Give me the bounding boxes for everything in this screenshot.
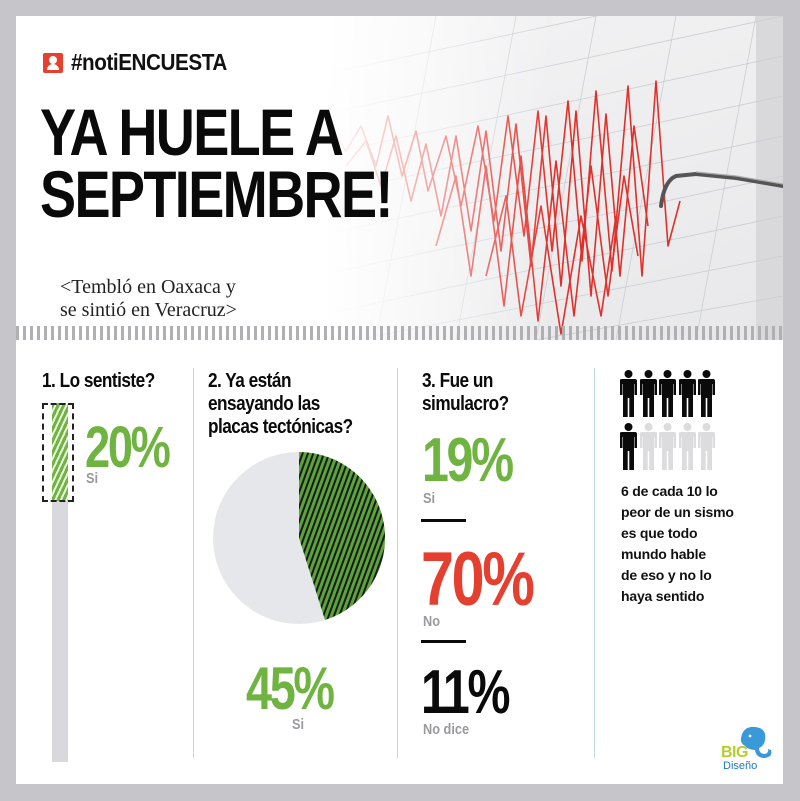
subtitle-line-2: se sintió en Veracruz> — [60, 299, 237, 321]
question-3-title: 3. Fue un simulacro? — [422, 370, 509, 416]
q2-title-line: placas tectónicas? — [208, 416, 353, 438]
q2-title-line: 2. Ya están — [208, 370, 291, 392]
fact-line: peor de un sismo — [621, 504, 734, 520]
fact-line: haya sentido — [621, 588, 705, 604]
column-divider — [594, 368, 595, 758]
bigdiseno-logo: BIG Diseño — [721, 724, 781, 774]
q3-si-label: Si — [423, 490, 436, 507]
bar-fill-si — [52, 403, 68, 501]
title-line-2: SEPTIEMBRE! — [40, 157, 393, 231]
pie-chart — [213, 451, 386, 624]
logo-sub: Diseño — [723, 760, 758, 772]
separator-line — [421, 519, 466, 522]
infographic-card: #notiENCUESTA YA HUELE A SEPTIEMBRE! <Te… — [16, 16, 783, 784]
bar-highlight-box — [42, 403, 74, 502]
q3-si-percent: 19% — [422, 426, 514, 495]
person-icon — [639, 423, 657, 470]
question-2-title: 2. Ya están ensayando las placas tectóni… — [208, 370, 353, 439]
fact-text: 6 de cada 10 lo peor de un sismo es que … — [621, 481, 734, 607]
fact-line: de eso y no lo — [621, 567, 712, 583]
fact-line: 6 de cada 10 lo — [621, 483, 718, 499]
q3-nodice-percent: 11% — [421, 658, 510, 727]
q3-title-line: simulacro? — [422, 393, 509, 415]
hashtag-label: #notiENCUESTA — [71, 49, 227, 75]
subtitle-line-1: <Tembló en Oaxaca y — [60, 276, 236, 298]
person-icon — [659, 423, 676, 470]
person-icon — [678, 423, 696, 470]
q3-nodice-label: No dice — [423, 721, 470, 738]
question-1-title: 1. Lo sentiste? — [42, 370, 155, 392]
column-divider — [193, 368, 194, 758]
hero-fade — [16, 16, 783, 340]
separator-line — [421, 640, 466, 643]
person-icon — [698, 423, 715, 470]
title-line-1: YA HUELE A — [40, 95, 344, 169]
fact-line: es que todo — [621, 525, 698, 541]
person-icon — [659, 370, 676, 417]
column-divider — [397, 368, 398, 758]
subtitle: <Tembló en Oaxaca y se sintió en Veracru… — [60, 276, 237, 322]
header: #notiENCUESTA YA HUELE A SEPTIEMBRE! <Te… — [16, 16, 783, 340]
q1-si-percent: 20% — [85, 415, 171, 480]
q2-si-percent: 45% — [246, 655, 335, 722]
person-icon — [620, 423, 637, 470]
person-icon — [678, 370, 696, 417]
logo-big: BIG — [721, 744, 748, 761]
q2-title-line: ensayando las — [208, 393, 320, 415]
q2-si-label: Si — [292, 716, 305, 733]
striped-divider — [16, 326, 783, 340]
q1-si-label: Si — [86, 470, 99, 487]
user-icon — [43, 52, 63, 73]
person-icon — [620, 370, 637, 417]
q3-title-line: 3. Fue un — [422, 370, 493, 392]
fact-line: mundo hable — [621, 546, 706, 562]
person-icon — [639, 370, 657, 417]
person-icon — [698, 370, 715, 417]
q3-no-label: No — [423, 613, 440, 630]
q3-no-percent: 70% — [421, 537, 535, 622]
hashtag-row: #notiENCUESTA — [43, 49, 244, 76]
elephant-icon — [740, 726, 772, 758]
page-title: YA HUELE A SEPTIEMBRE! — [40, 95, 393, 231]
